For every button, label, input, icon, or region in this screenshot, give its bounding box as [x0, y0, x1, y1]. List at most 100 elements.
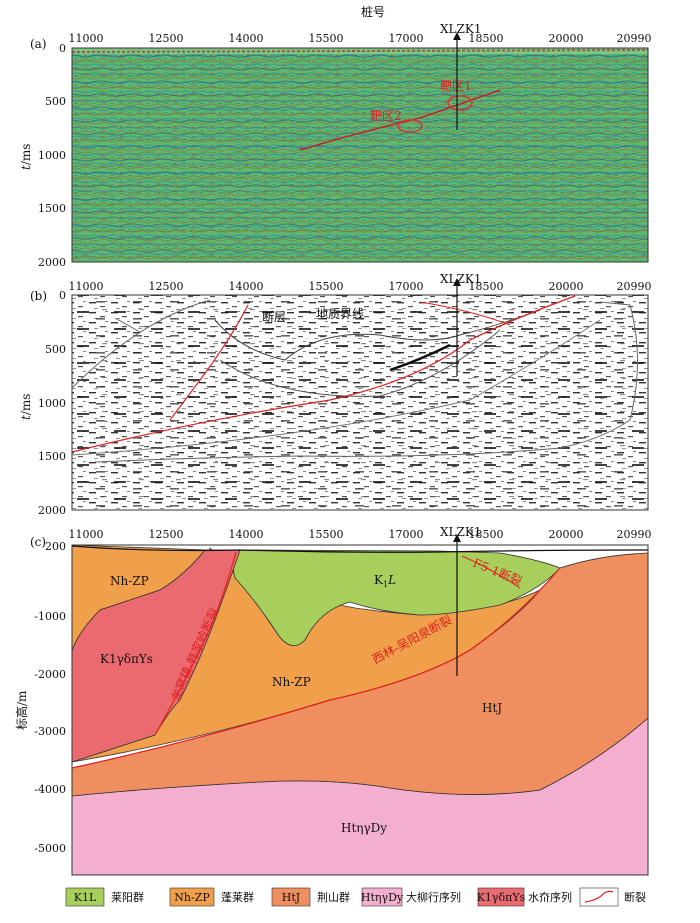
well-label: XLZK1: [440, 525, 481, 539]
fault-line: [419, 301, 511, 326]
legend-name: 断裂: [624, 890, 646, 904]
stake-tick: 12500: [149, 528, 184, 541]
well-arrow-icon: [453, 278, 461, 286]
seismic-section-overlay: [72, 48, 648, 262]
seismic-top-band: [72, 48, 648, 54]
panel-a-top-ticks: 11000 12500 14000 15500 17000 18500 2000…: [69, 32, 652, 45]
stake-tick: 18500: [469, 32, 504, 45]
legend-item-K1g: K1γδπYs 水夼序列: [477, 887, 572, 907]
stake-tick: 14000: [229, 280, 264, 293]
panel-c-yticks: 200 -1000 -2000 -3000 -4000 -5000: [34, 540, 66, 855]
ytick: 0: [59, 42, 66, 55]
legend-code: K1L: [74, 891, 97, 904]
stake-tick: 11000: [69, 280, 104, 293]
panel-b-label: (b): [30, 289, 47, 303]
panel-b-top-ticks: 11000 12500 14000 15500 17000 18500 2000…: [69, 280, 652, 293]
fault-label: 断层: [262, 309, 286, 324]
fault-trace: [299, 89, 501, 151]
seismic-section-bw-overlay: [72, 295, 648, 510]
ytick: 500: [45, 343, 66, 356]
well-label: XLZK1: [440, 272, 481, 286]
geologic-boundary: [214, 309, 541, 361]
ytick: -3000: [34, 725, 66, 738]
legend-name: 荆山群: [317, 890, 350, 904]
stake-tick: 15500: [309, 528, 344, 541]
fault-legend-icon: [584, 890, 614, 903]
seismic-surface: [71, 49, 649, 53]
stake-tick: 18500: [469, 280, 504, 293]
stake-tick: 11000: [69, 528, 104, 541]
stake-tick: 15500: [309, 280, 344, 293]
strong-reflector: [389, 343, 451, 372]
legend-name: 水夼序列: [528, 890, 572, 904]
ytick: -1000: [34, 610, 66, 623]
panel-b: (b) 11000 12500 14000 15500 17000 18500 …: [19, 272, 652, 517]
legend-swatch: [65, 887, 105, 907]
stake-tick: 20000: [549, 528, 584, 541]
legend-name: 莱阳群: [111, 890, 144, 904]
legend-code: HtηγDy: [361, 891, 404, 904]
ytick: 2000: [38, 504, 66, 517]
legend-code: HtJ: [282, 891, 300, 904]
well-arrow-icon: [453, 534, 461, 542]
panel-a-yticks: 0 500 1000 1500 2000: [38, 42, 66, 269]
ytick: -4000: [34, 783, 66, 796]
legend-item-NhZP: Nh-ZP 蓬莱群: [169, 887, 254, 907]
fault-line: [169, 304, 249, 421]
stake-tick: 20990: [617, 528, 652, 541]
fault-line: [461, 555, 521, 589]
target-zone-1-label: 靶区1: [440, 79, 472, 93]
panel-c: (c) 11000 12500 14000 15500 17000 18500 …: [14, 525, 652, 876]
panel-b-yticks: 0 500 1000 1500 2000: [38, 289, 66, 517]
panel-c-label: (c): [30, 535, 46, 549]
stake-tick: 14000: [229, 32, 264, 45]
stake-tick: 20990: [617, 280, 652, 293]
legend-swatch: [477, 887, 525, 907]
unit-HtJ-label: HtJ: [482, 701, 502, 715]
panel-a-label: (a): [30, 37, 47, 51]
unit-K1L-label: K1L: [374, 573, 396, 589]
panel-b-ylabel: t/ms: [19, 394, 33, 420]
unit-K1L-area: [232, 549, 561, 647]
panel-a-frame: [71, 47, 649, 263]
ytick: 1500: [38, 450, 66, 463]
ytick: 1000: [38, 397, 66, 410]
unit-HtDy-label: HtηγDy: [341, 821, 387, 835]
well-arrow-icon: [453, 32, 461, 40]
ytick: 200: [45, 540, 66, 553]
ytick: -5000: [34, 842, 66, 855]
stake-tick: 20000: [549, 32, 584, 45]
legend-item-fault: 断裂: [579, 887, 646, 907]
legend-item-K1L: K1L 莱阳群: [65, 887, 144, 907]
panel-a-ylabel: t/ms: [19, 144, 33, 170]
legend-name: 蓬莱群: [221, 890, 254, 904]
legend-name: 大柳行序列: [406, 890, 461, 904]
geologic-boundary: [94, 301, 638, 463]
stake-tick: 12500: [149, 280, 184, 293]
panel-c-frame: [71, 544, 649, 876]
stake-tick: 18500: [469, 528, 504, 541]
unit-NhZP-left-label: Nh-ZP: [110, 574, 149, 588]
stake-axis-title: 桩号: [361, 4, 385, 19]
panel-a: (a) 11000 12500 14000 15500 17000 18500 …: [19, 22, 652, 269]
legend-swatch: [361, 887, 403, 907]
stake-tick: 14000: [229, 528, 264, 541]
ytick: 500: [45, 95, 66, 108]
legend-item-HtDy: HtηγDy 大柳行序列: [361, 887, 461, 907]
geologic-boundary: [114, 317, 141, 333]
ytick: 1500: [38, 202, 66, 215]
legend-code: K1γδπYs: [477, 891, 526, 904]
stake-tick: 17000: [389, 528, 424, 541]
fault-line: [154, 551, 237, 736]
geologic-boundary: [71, 299, 211, 389]
surface-line: [71, 545, 649, 553]
legend-item-HtJ: HtJ 荆山群: [271, 887, 350, 907]
stake-tick: 11000: [69, 32, 104, 45]
ytick: 0: [59, 289, 66, 302]
unit-K1g-label: K1γδπYs: [100, 652, 153, 666]
fault-line: [71, 567, 561, 769]
geologic-boundary: [71, 319, 601, 456]
stake-tick: 17000: [389, 32, 424, 45]
ytick: 2000: [38, 256, 66, 269]
